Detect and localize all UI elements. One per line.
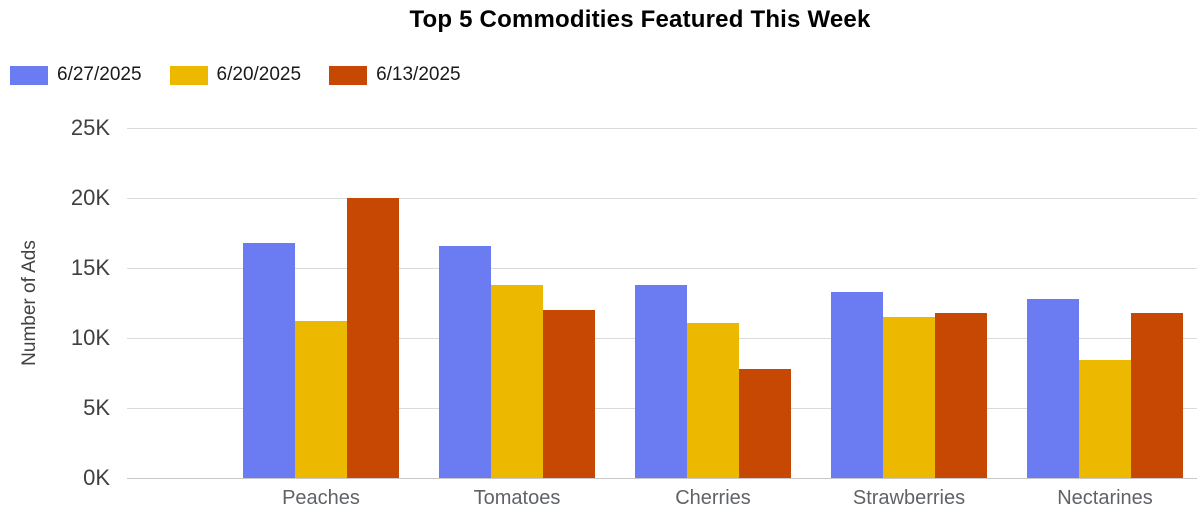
legend-swatch-icon xyxy=(329,65,368,85)
bar-group-tomatoes xyxy=(438,245,596,478)
bar-nectarines-6/13/2025[interactable] xyxy=(1131,312,1184,478)
bar-tomatoes-6/20/2025[interactable] xyxy=(490,284,544,478)
legend-swatch-icon xyxy=(169,65,208,85)
bar-tomatoes-6/27/2025[interactable] xyxy=(438,245,491,478)
legend-label: 6/20/2025 xyxy=(216,64,302,85)
legend-label: 6/13/2025 xyxy=(376,64,461,85)
legend-item-6/20/2025[interactable]: 6/20/2025 xyxy=(169,64,302,86)
x-axis-label-peaches: Peaches xyxy=(282,487,360,509)
y-tick-label-25K: 25K xyxy=(70,115,110,140)
y-tick-label-0K: 0K xyxy=(83,465,110,490)
gridline-25K xyxy=(127,128,1197,129)
plot-area xyxy=(127,128,1197,479)
bar-group-strawberries xyxy=(830,291,988,478)
x-axis-label-strawberries: Strawberries xyxy=(852,487,966,509)
y-tick-label-20K: 20K xyxy=(70,185,110,210)
x-axis-label-nectarines: Nectarines xyxy=(1057,487,1153,509)
bar-group-peaches xyxy=(242,198,400,478)
legend-item-6/27/2025[interactable]: 6/27/2025 xyxy=(10,64,142,86)
bar-peaches-6/13/2025[interactable] xyxy=(347,198,400,478)
bar-peaches-6/27/2025[interactable] xyxy=(242,242,295,478)
bar-strawberries-6/13/2025[interactable] xyxy=(935,312,988,478)
bar-cherries-6/27/2025[interactable] xyxy=(634,284,687,478)
chart-title: Top 5 Commodities Featured This Week xyxy=(409,6,871,33)
legend: 6/27/2025 6/20/2025 6/13/2025 xyxy=(10,62,489,88)
gridline-20K xyxy=(127,198,1197,199)
bar-cherries-6/20/2025[interactable] xyxy=(686,322,740,478)
y-tick-label-15K: 15K xyxy=(70,255,110,280)
bar-tomatoes-6/13/2025[interactable] xyxy=(543,310,596,478)
bar-nectarines-6/20/2025[interactable] xyxy=(1078,360,1132,478)
bar-group-nectarines xyxy=(1026,298,1184,478)
legend-swatch-icon xyxy=(10,65,48,85)
bar-strawberries-6/20/2025[interactable] xyxy=(882,317,936,478)
bar-nectarines-6/27/2025[interactable] xyxy=(1026,298,1079,478)
legend-item-6/13/2025[interactable]: 6/13/2025 xyxy=(329,64,461,86)
bar-peaches-6/20/2025[interactable] xyxy=(294,321,348,478)
bar-cherries-6/13/2025[interactable] xyxy=(739,368,792,478)
y-tick-label-10K: 10K xyxy=(70,325,110,350)
bar-strawberries-6/27/2025[interactable] xyxy=(830,291,883,478)
y-tick-label-5K: 5K xyxy=(83,395,110,420)
bar-group-cherries xyxy=(634,284,792,478)
gridline-0K xyxy=(127,478,1197,479)
x-axis-label-cherries: Cherries xyxy=(675,487,751,509)
x-axis-label-tomatoes: Tomatoes xyxy=(473,487,561,509)
legend-label: 6/27/2025 xyxy=(57,64,142,85)
gridline-15K xyxy=(127,268,1197,269)
